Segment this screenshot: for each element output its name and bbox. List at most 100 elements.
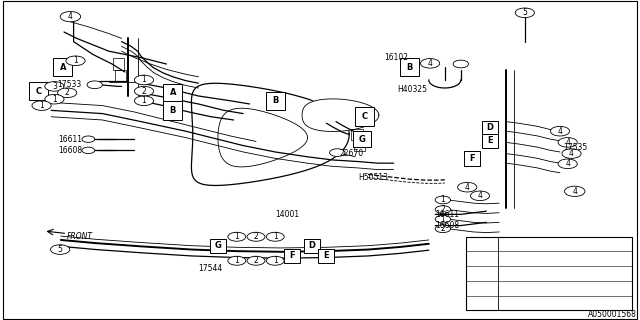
FancyBboxPatch shape <box>285 249 301 263</box>
Text: 16611: 16611 <box>435 210 460 219</box>
Circle shape <box>558 159 577 169</box>
FancyBboxPatch shape <box>353 131 371 147</box>
FancyBboxPatch shape <box>210 238 226 253</box>
Text: G: G <box>358 135 365 144</box>
Text: F91305: F91305 <box>503 240 532 249</box>
Circle shape <box>247 256 265 265</box>
FancyBboxPatch shape <box>304 238 320 253</box>
Text: 2: 2 <box>141 87 147 96</box>
Text: A050001568: A050001568 <box>588 310 637 319</box>
Circle shape <box>58 88 77 98</box>
Circle shape <box>66 56 85 66</box>
Text: 4: 4 <box>480 285 484 291</box>
Text: B: B <box>170 106 176 115</box>
FancyBboxPatch shape <box>53 58 72 76</box>
Text: 0104S*K: 0104S*K <box>503 299 536 308</box>
Text: 16611: 16611 <box>58 135 82 144</box>
Circle shape <box>134 75 154 85</box>
Text: 4: 4 <box>569 149 574 158</box>
Circle shape <box>473 240 491 249</box>
Circle shape <box>470 191 490 201</box>
Text: 5: 5 <box>522 8 527 17</box>
Text: 1: 1 <box>73 56 78 65</box>
Text: E: E <box>487 136 492 145</box>
Text: 3: 3 <box>52 82 57 91</box>
Circle shape <box>453 60 468 68</box>
Text: F: F <box>470 154 475 163</box>
Circle shape <box>87 81 102 89</box>
Text: D: D <box>486 124 493 132</box>
Text: 2: 2 <box>480 256 484 262</box>
Text: 16102: 16102 <box>384 53 408 62</box>
Circle shape <box>435 225 451 233</box>
Circle shape <box>435 196 451 204</box>
FancyBboxPatch shape <box>163 84 182 102</box>
Circle shape <box>82 147 95 154</box>
Polygon shape <box>302 99 379 132</box>
Text: H70713: H70713 <box>503 269 533 278</box>
FancyBboxPatch shape <box>482 121 498 135</box>
Text: G: G <box>214 241 221 250</box>
Circle shape <box>266 256 284 265</box>
Text: 4: 4 <box>477 191 483 200</box>
Circle shape <box>45 94 64 104</box>
Text: 5: 5 <box>480 300 484 306</box>
Circle shape <box>45 82 64 91</box>
Circle shape <box>420 59 440 68</box>
Text: 14001: 14001 <box>275 210 300 219</box>
FancyBboxPatch shape <box>29 82 48 100</box>
Text: C: C <box>362 112 368 121</box>
Circle shape <box>473 269 491 278</box>
Circle shape <box>134 96 154 106</box>
Text: H50513: H50513 <box>358 173 388 182</box>
Text: 1: 1 <box>141 96 147 105</box>
Text: 22670: 22670 <box>339 149 364 158</box>
Circle shape <box>247 232 265 241</box>
Text: B: B <box>406 63 413 72</box>
Text: 16608: 16608 <box>435 221 460 230</box>
Text: 4: 4 <box>565 138 570 147</box>
Text: 4: 4 <box>572 187 577 196</box>
Circle shape <box>515 8 534 18</box>
Text: 1: 1 <box>273 256 278 265</box>
Text: 2: 2 <box>440 224 445 233</box>
Circle shape <box>134 86 154 96</box>
Circle shape <box>473 299 491 308</box>
Circle shape <box>562 149 581 158</box>
Circle shape <box>564 186 585 196</box>
Polygon shape <box>218 108 308 167</box>
Text: 1: 1 <box>234 256 239 265</box>
Circle shape <box>550 126 570 136</box>
FancyBboxPatch shape <box>400 58 419 76</box>
Circle shape <box>473 284 491 293</box>
FancyBboxPatch shape <box>163 101 182 120</box>
Text: 4: 4 <box>565 159 570 168</box>
Circle shape <box>82 136 95 142</box>
FancyBboxPatch shape <box>266 92 285 110</box>
Text: 4: 4 <box>428 59 433 68</box>
Circle shape <box>228 232 246 241</box>
Circle shape <box>458 182 477 192</box>
Text: 17533: 17533 <box>58 80 82 89</box>
Text: 17535: 17535 <box>563 143 588 152</box>
Text: 1: 1 <box>39 101 44 110</box>
Circle shape <box>51 245 70 254</box>
Polygon shape <box>191 83 349 186</box>
Text: 2: 2 <box>65 88 70 97</box>
Text: D: D <box>308 241 315 250</box>
Text: B: B <box>272 96 278 105</box>
Text: 16608: 16608 <box>58 146 82 155</box>
Text: 1: 1 <box>479 241 484 247</box>
Text: A: A <box>60 63 66 72</box>
Text: 1: 1 <box>440 196 445 204</box>
Text: 2: 2 <box>253 256 259 265</box>
FancyBboxPatch shape <box>319 249 334 263</box>
Circle shape <box>228 256 246 265</box>
Circle shape <box>435 215 451 223</box>
Text: 1: 1 <box>234 232 239 241</box>
Text: 2: 2 <box>253 232 259 241</box>
Text: 0104S*G: 0104S*G <box>503 284 537 293</box>
Text: 4: 4 <box>465 183 470 192</box>
Text: H70714: H70714 <box>503 254 533 263</box>
Text: F: F <box>290 252 295 260</box>
